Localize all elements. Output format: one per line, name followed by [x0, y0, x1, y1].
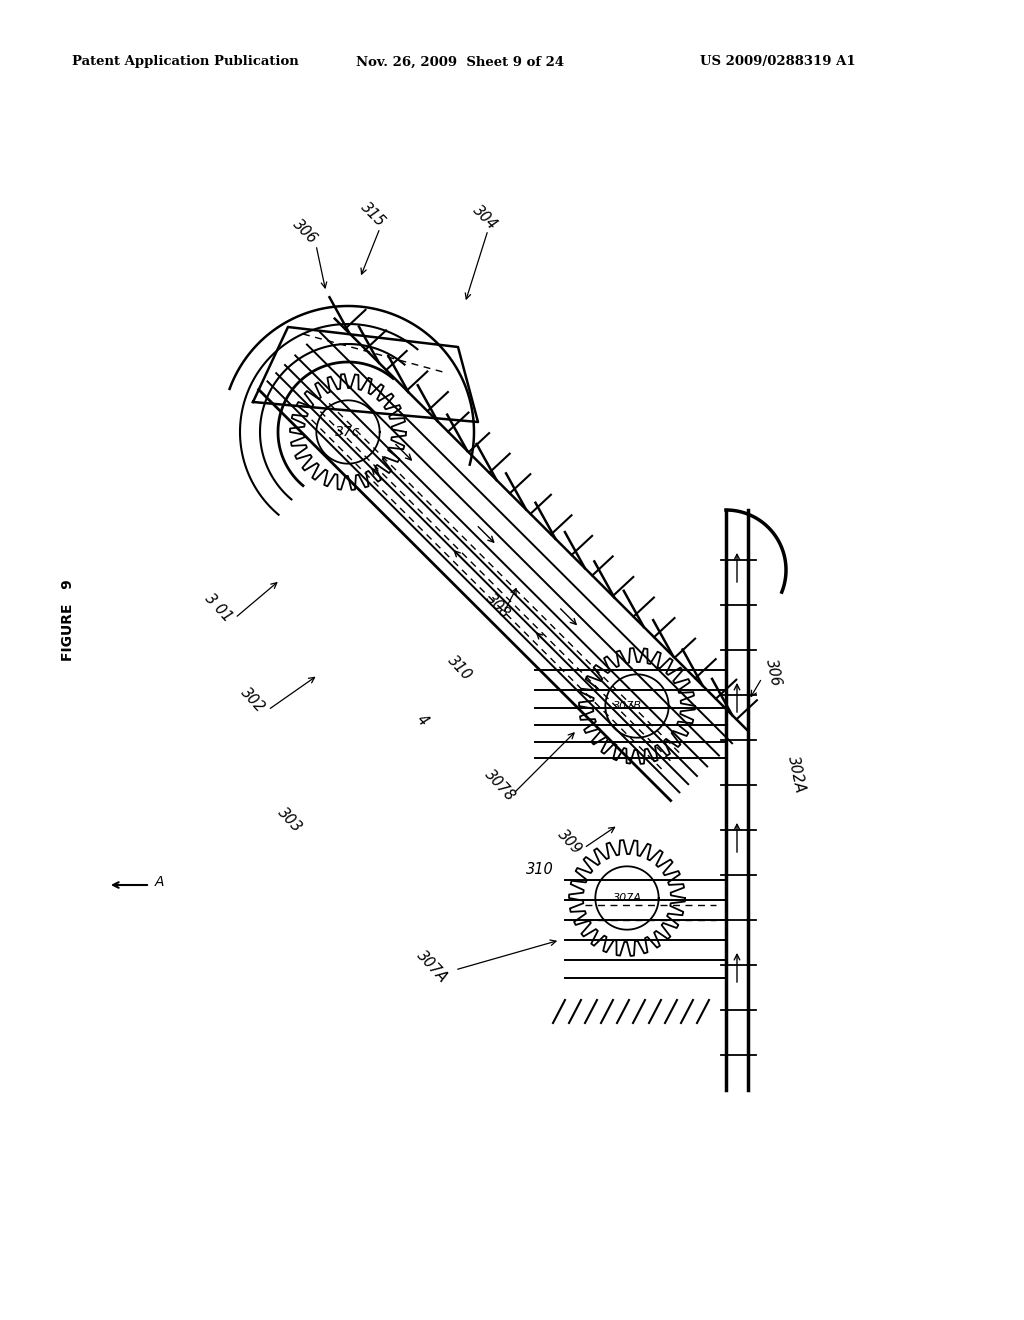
Text: FIGURE   9: FIGURE 9: [61, 579, 75, 661]
Text: US 2009/0288319 A1: US 2009/0288319 A1: [700, 55, 856, 69]
Text: 310: 310: [526, 862, 554, 878]
Text: A: A: [155, 875, 165, 888]
Text: 302A: 302A: [784, 755, 807, 795]
Text: 3 01: 3 01: [202, 591, 234, 624]
Text: 3078: 3078: [482, 767, 518, 804]
Text: 4: 4: [414, 711, 431, 729]
Text: 309: 309: [555, 826, 585, 857]
Text: Nov. 26, 2009  Sheet 9 of 24: Nov. 26, 2009 Sheet 9 of 24: [356, 55, 564, 69]
Text: 310: 310: [445, 652, 475, 684]
Text: 307B: 307B: [612, 701, 641, 711]
Text: 306: 306: [290, 216, 321, 247]
Text: 308: 308: [483, 591, 513, 622]
Text: 315: 315: [357, 199, 388, 230]
Text: 307A: 307A: [414, 948, 451, 986]
Text: 37c: 37c: [335, 425, 360, 440]
Text: 306: 306: [763, 657, 783, 688]
Text: 304: 304: [470, 203, 500, 234]
Text: 302: 302: [238, 685, 268, 715]
Text: 303: 303: [275, 805, 305, 836]
Text: Patent Application Publication: Patent Application Publication: [72, 55, 299, 69]
Text: 307A: 307A: [612, 894, 641, 903]
